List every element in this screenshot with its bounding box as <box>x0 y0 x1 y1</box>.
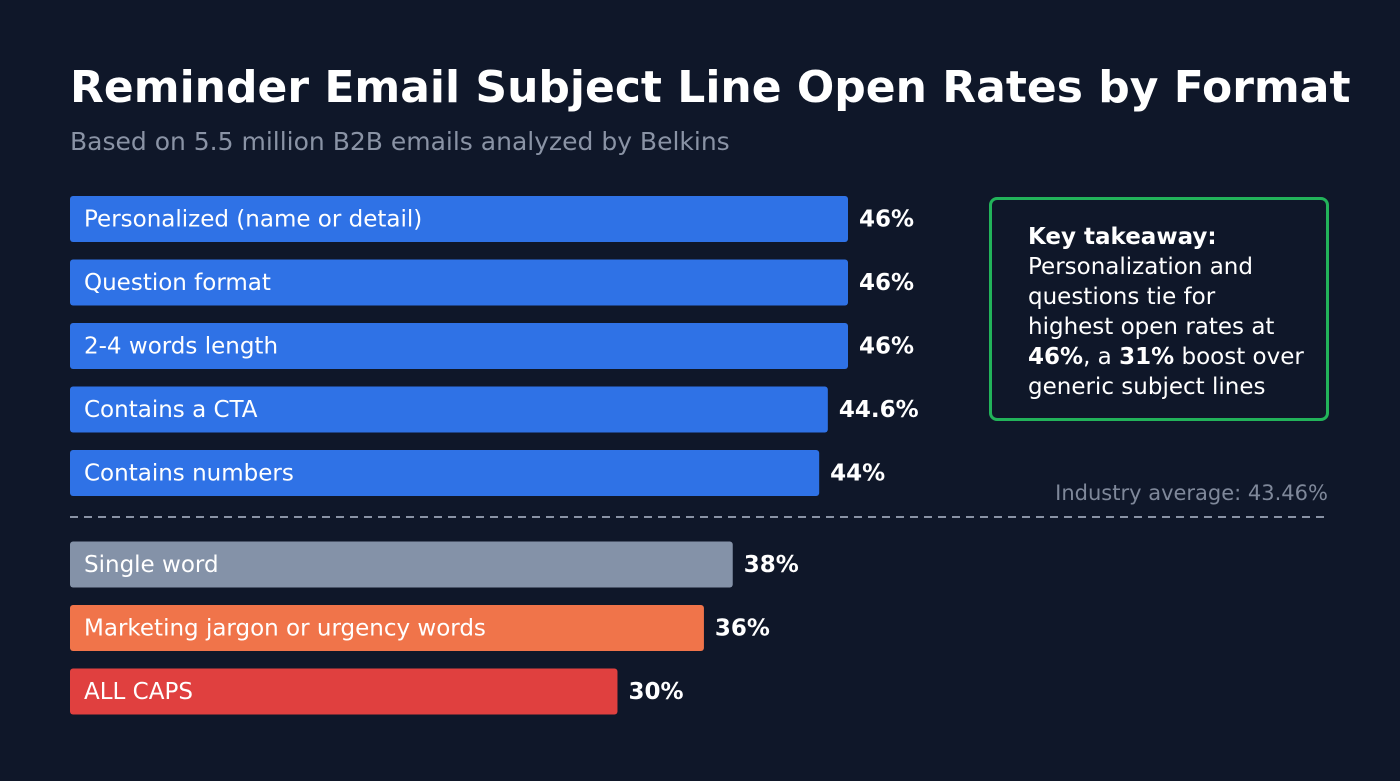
value-label: 46% <box>859 270 914 296</box>
bar-category-label: ALL CAPS <box>84 679 193 705</box>
value-label: 46% <box>859 207 914 233</box>
takeaway-text: 46% <box>1028 344 1084 370</box>
value-label: 44.6% <box>839 397 919 423</box>
bar-category-label: Question format <box>84 270 271 296</box>
bar <box>70 605 704 651</box>
takeaway-text: Personalization and questions tie for hi… <box>1028 254 1275 340</box>
value-label: 46% <box>859 334 914 360</box>
bar-category-label: Marketing jargon or urgency words <box>84 616 486 642</box>
takeaway-text: 31% <box>1119 344 1175 370</box>
bar-category-label: 2-4 words length <box>84 334 278 360</box>
takeaway-text: , a <box>1083 344 1120 370</box>
bar-category-label: Personalized (name or detail) <box>84 207 422 233</box>
takeaway-text: boost over generic subject lines <box>1028 344 1304 400</box>
takeaway-title: Key takeaway: <box>1028 224 1217 250</box>
chart-title: Reminder Email Subject Line Open Rates b… <box>70 62 1351 113</box>
bar-category-label: Contains a CTA <box>84 397 258 423</box>
value-label: 30% <box>628 679 683 705</box>
bar-category-label: Single word <box>84 552 219 578</box>
bar <box>70 450 820 496</box>
bar <box>70 196 848 242</box>
chart-subtitle: Based on 5.5 million B2B emails analyzed… <box>70 127 730 156</box>
reference-label: Industry average: 43.46% <box>1055 481 1328 505</box>
bar <box>70 668 618 715</box>
value-label: 38% <box>744 552 799 578</box>
bar-category-label: Contains numbers <box>84 461 294 487</box>
bar <box>70 386 828 433</box>
bar <box>70 259 848 306</box>
takeaway-box: Key takeaway: Personalization and questio… <box>989 197 1329 421</box>
bar <box>70 541 733 588</box>
bar <box>70 323 848 369</box>
value-label: 44% <box>830 461 885 487</box>
value-label: 36% <box>715 616 770 642</box>
